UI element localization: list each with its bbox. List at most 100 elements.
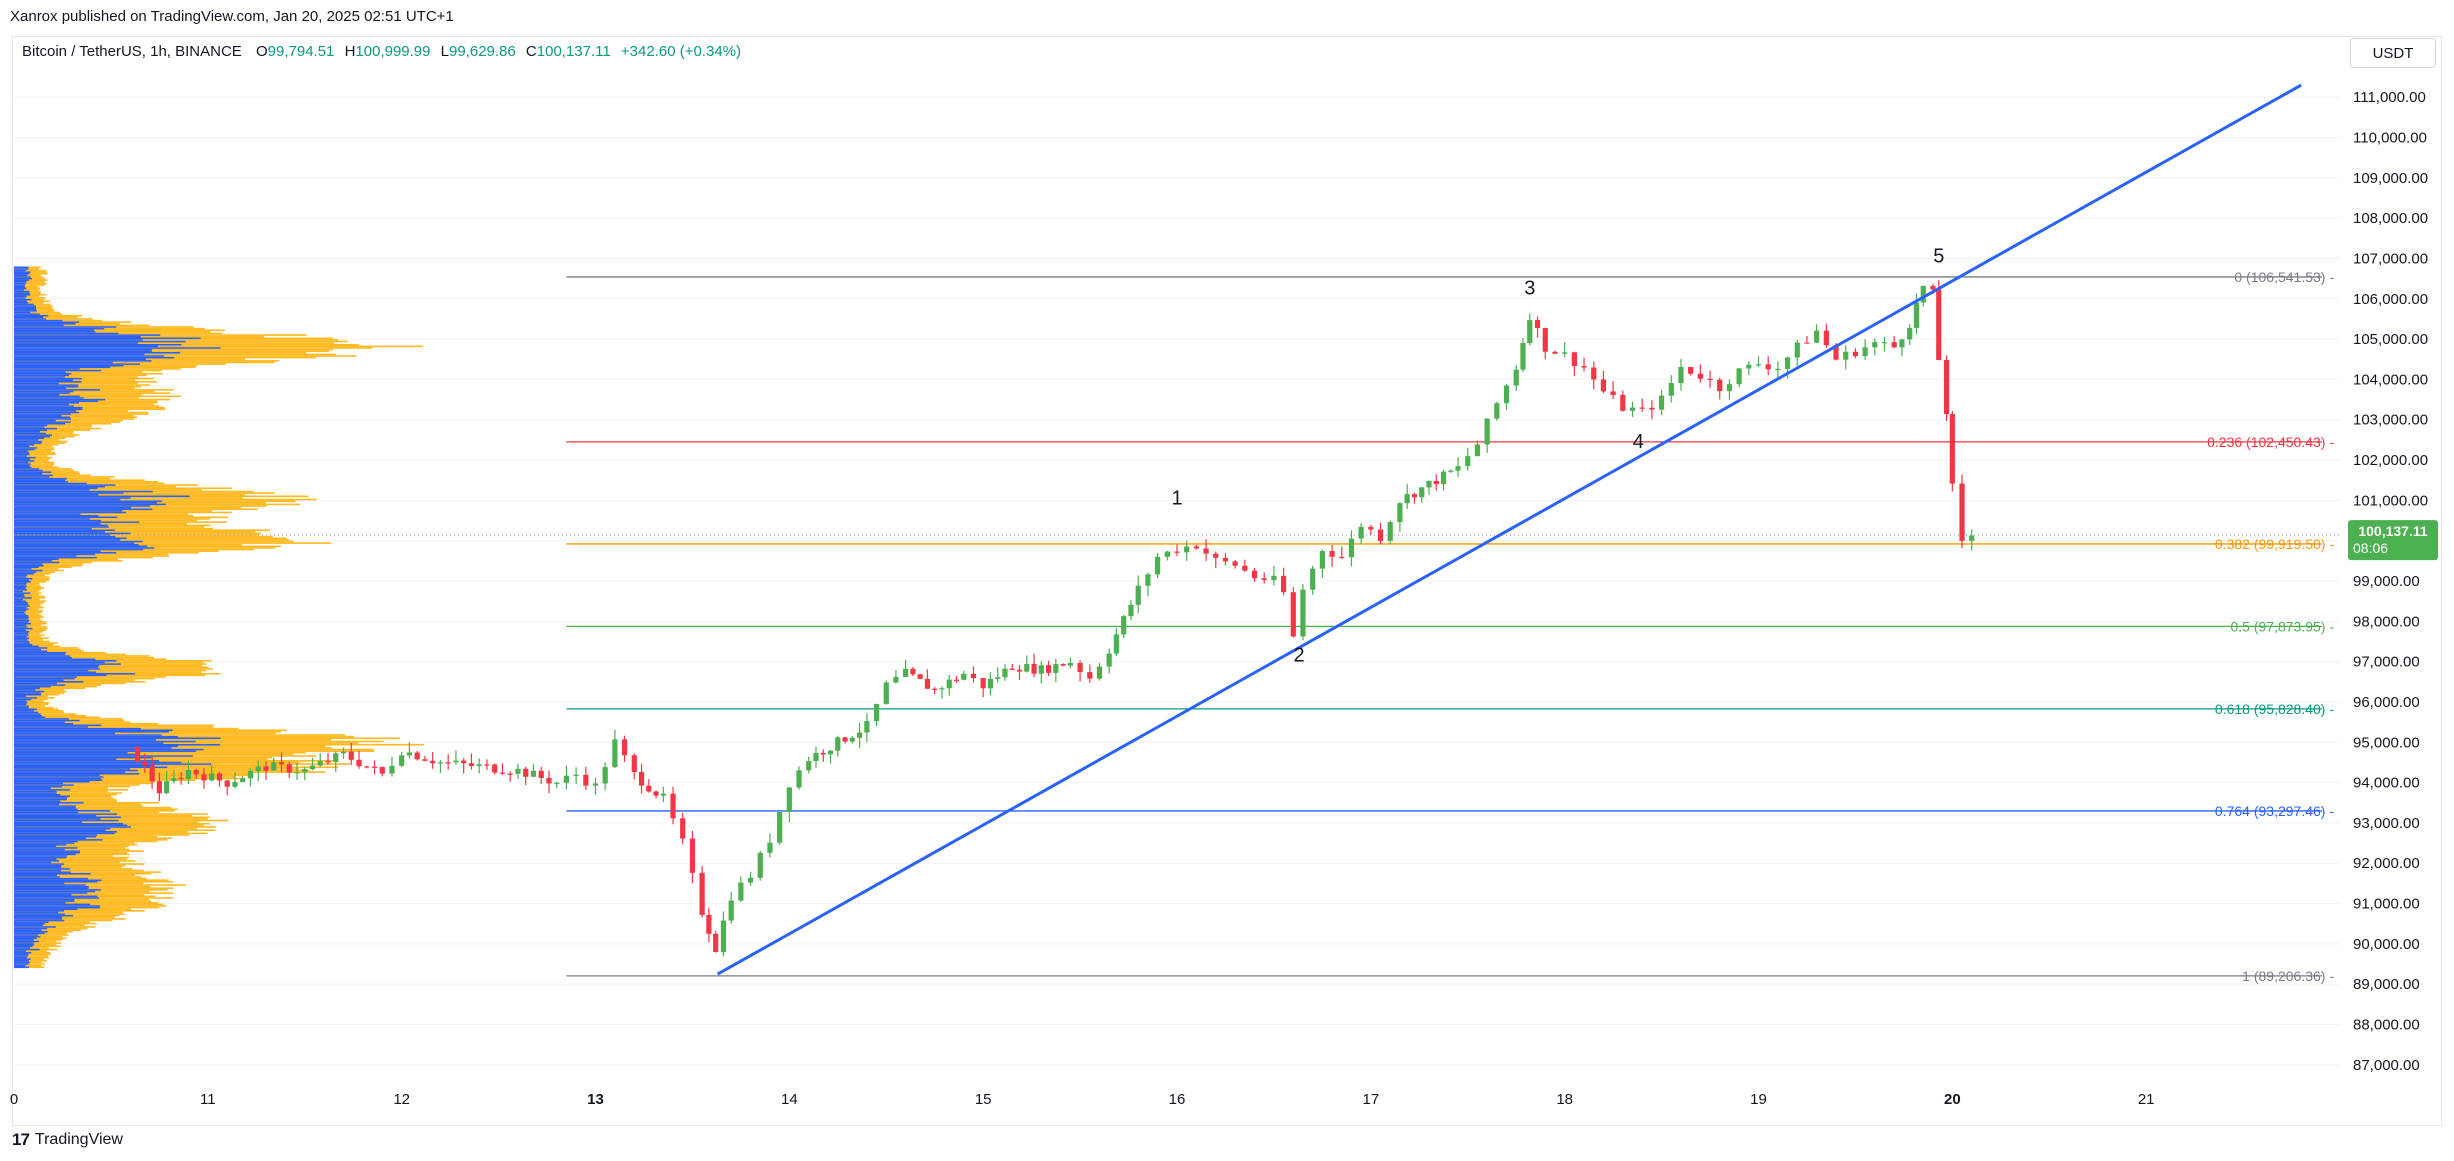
volume-bar-down bbox=[14, 856, 67, 859]
volume-bar-up bbox=[14, 414, 134, 417]
volume-bar-up bbox=[14, 339, 338, 341]
volume-bar-down bbox=[14, 281, 27, 283]
volume-bar-down bbox=[14, 458, 30, 461]
volume-bar-down bbox=[14, 356, 175, 359]
volume-bar-down bbox=[14, 632, 28, 635]
volume-bar-down bbox=[14, 461, 29, 464]
volume-bar-down bbox=[14, 487, 98, 490]
candle-up bbox=[1128, 604, 1134, 617]
price-tick-label: 107,000.00 bbox=[2353, 250, 2428, 267]
time-axis[interactable]: 0 11 12 13 14 15 16 17 18 19 20 21 bbox=[10, 1091, 2155, 1108]
volume-bar-down bbox=[14, 677, 75, 680]
volume-bar-down bbox=[14, 277, 32, 280]
candle-up bbox=[767, 842, 773, 853]
trend-line-segment[interactable] bbox=[716, 83, 2302, 976]
candle-up bbox=[827, 750, 834, 755]
fib-retracement[interactable]: 0 (106,541.53) - 0.236 (102,450.43) - 0.38… bbox=[14, 269, 2340, 984]
volume-bar-down bbox=[14, 571, 37, 573]
currency-button[interactable]: USDT bbox=[2350, 38, 2436, 68]
volume-bar-up bbox=[14, 716, 100, 719]
trend-line[interactable] bbox=[716, 83, 2302, 976]
volume-bar-up bbox=[14, 821, 199, 823]
volume-bar-up bbox=[14, 726, 214, 728]
candle-countdown: 08:06 bbox=[2353, 540, 2388, 556]
price-tick-label: 105,000.00 bbox=[2353, 331, 2428, 348]
volume-bar-up bbox=[14, 845, 129, 848]
volume-bar-down bbox=[14, 519, 102, 522]
wave-label: 2 bbox=[1294, 645, 1305, 667]
volume-bar-down bbox=[14, 929, 42, 931]
volume-bar-up bbox=[14, 747, 332, 749]
candle-up bbox=[1310, 568, 1316, 590]
volume-bar-up bbox=[14, 401, 158, 404]
volume-bar-up bbox=[14, 464, 54, 467]
volume-bar-down bbox=[14, 818, 101, 820]
volume-bar-up bbox=[14, 866, 122, 869]
volume-bar-down bbox=[14, 801, 84, 804]
candle-down bbox=[670, 793, 676, 819]
volume-bar-up bbox=[14, 390, 155, 393]
price-axis[interactable]: 87,000.00 88,000.00 89,000.00 90,000.00 91,0… bbox=[2348, 89, 2438, 1074]
volume-bar-up bbox=[14, 648, 81, 651]
volume-bar-down bbox=[14, 755, 193, 757]
candle-down bbox=[348, 751, 354, 760]
symbol-title[interactable]: Bitcoin / TetherUS, 1h, BINANCE bbox=[22, 43, 242, 60]
volume-bar-up bbox=[14, 882, 144, 885]
volume-bar-up bbox=[14, 785, 131, 788]
volume-bar-up bbox=[14, 555, 170, 557]
volume-bar-up bbox=[14, 947, 49, 949]
volume-bar-down bbox=[14, 893, 72, 896]
wave-label: 3 bbox=[1524, 278, 1535, 300]
volume-bar-up bbox=[14, 331, 211, 333]
volume-bar-down bbox=[14, 822, 124, 825]
tradingview-logo[interactable]: 17 TradingView bbox=[12, 1130, 123, 1150]
candle-down bbox=[917, 674, 923, 679]
candle-down bbox=[638, 771, 645, 786]
candles bbox=[134, 280, 1975, 957]
candle-up bbox=[1658, 395, 1665, 410]
volume-bar-down bbox=[14, 966, 29, 969]
time-tick-label: 21 bbox=[2138, 1091, 2155, 1108]
time-tick-label: 13 bbox=[587, 1091, 604, 1108]
volume-bar-up bbox=[14, 564, 83, 567]
volume-bar-up bbox=[14, 371, 143, 373]
volume-bar-up bbox=[14, 818, 208, 820]
volume-bar-up bbox=[14, 540, 294, 543]
volume-bar-down bbox=[14, 524, 108, 527]
candle-up bbox=[1155, 556, 1161, 575]
volume-bar-up bbox=[14, 918, 126, 920]
volume-bar-down bbox=[14, 730, 169, 733]
volume-bar-up bbox=[14, 916, 115, 919]
volume-bar-up bbox=[14, 674, 206, 677]
volume-bar-up bbox=[14, 739, 332, 741]
candle-down bbox=[1339, 556, 1345, 558]
volume-bar-down bbox=[14, 719, 80, 722]
volume-bar-down bbox=[14, 650, 48, 652]
high-label: H bbox=[344, 43, 356, 60]
volume-bar-up bbox=[14, 427, 102, 430]
volume-bar-down bbox=[14, 511, 127, 514]
volume-bar-up bbox=[14, 937, 67, 940]
candle-up bbox=[209, 773, 215, 781]
candle-down bbox=[1697, 373, 1703, 379]
volume-bar-down bbox=[14, 947, 31, 949]
volume-bar-down bbox=[14, 348, 153, 351]
candle-down bbox=[1852, 351, 1859, 357]
volume-bar-down bbox=[14, 601, 28, 604]
volume-bar-down bbox=[14, 508, 153, 511]
candle-up bbox=[883, 682, 889, 704]
candle-down bbox=[1620, 394, 1626, 411]
volume-bar-down bbox=[14, 416, 70, 419]
candle-up bbox=[563, 775, 570, 783]
candle-down bbox=[842, 737, 848, 742]
candle-down bbox=[178, 778, 184, 780]
volume-bar-down bbox=[14, 908, 78, 911]
volume-bar-up bbox=[14, 966, 45, 969]
volume-bar-down bbox=[14, 408, 83, 411]
candle-down bbox=[1174, 551, 1180, 553]
candle-down bbox=[646, 785, 652, 792]
volume-bar-down bbox=[14, 797, 68, 799]
candle-up bbox=[939, 688, 945, 690]
candle-up bbox=[302, 769, 308, 773]
